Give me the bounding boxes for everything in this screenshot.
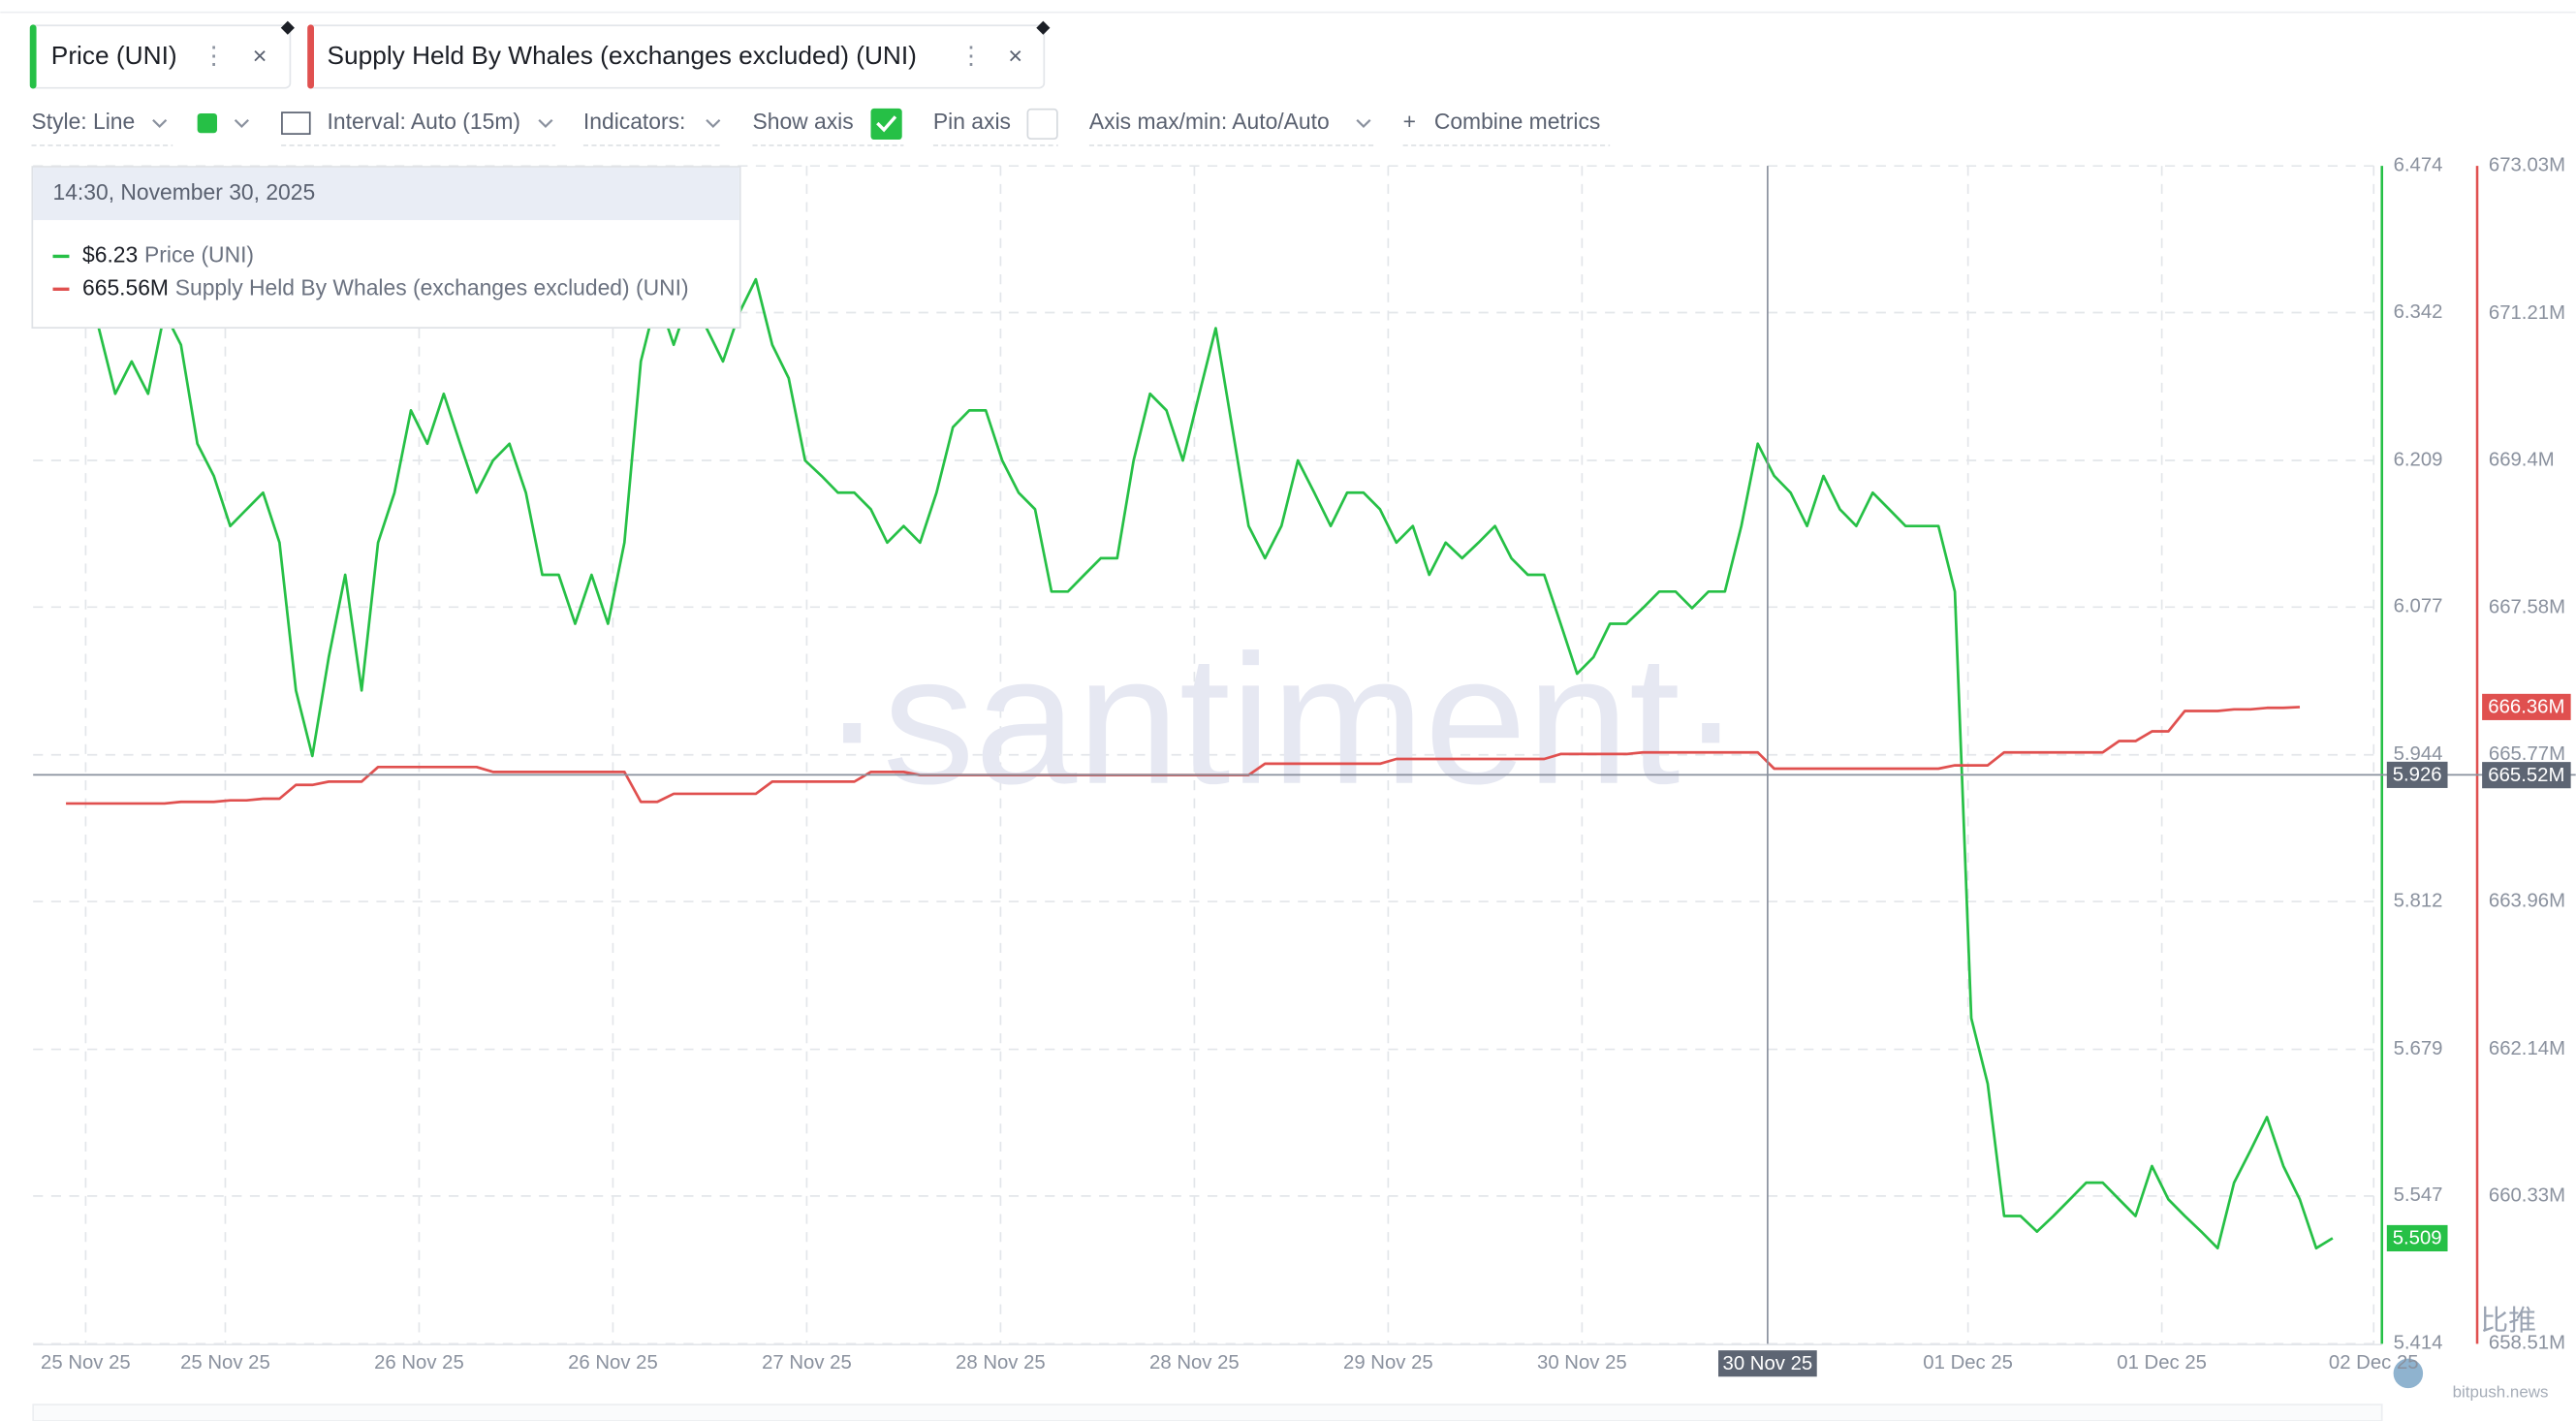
indicators-select[interactable]: Indicators: — [583, 109, 685, 134]
last-value-label: 5.509 — [2393, 1228, 2442, 1249]
y-tick-label: 5.944 — [2394, 743, 2443, 765]
crosshair-y-badge — [2386, 761, 2448, 788]
toolbar: Style: Line Interval: Auto (15m) Indicat… — [31, 108, 1611, 146]
plus-icon: + — [1403, 109, 1416, 134]
last-value-badge — [2482, 693, 2571, 720]
tab-close[interactable]: × — [1008, 43, 1022, 70]
series-line — [32, 244, 2334, 1250]
crosshair-y-label: 5.926 — [2393, 765, 2442, 786]
source-logo: 比推 — [2480, 1306, 2536, 1337]
crosshair-x-badge — [1718, 1350, 1817, 1377]
x-tick-label: 29 Nov 25 — [1343, 1352, 1433, 1374]
tooltip-row: 665.56M Supply Held By Whales (exchanges … — [82, 274, 689, 300]
tooltip-value: 665.56M — [82, 274, 169, 300]
tooltip-title: 14:30, November 30, 2025 — [53, 179, 316, 205]
interval-icon — [281, 111, 311, 135]
pin-axis-checkbox[interactable] — [1026, 108, 1058, 141]
tab-marker — [307, 24, 314, 89]
y2-tick-label: 667.58M — [2489, 597, 2565, 618]
y-tick-label: 5.414 — [2394, 1333, 2443, 1354]
x-tick-label: 02 Dec 25 — [2329, 1352, 2419, 1374]
y2-tick-label: 658.51M — [2489, 1333, 2565, 1354]
y-tick-label: 5.679 — [2394, 1038, 2443, 1059]
x-tick-label: 28 Nov 25 — [956, 1352, 1046, 1374]
x-tick-label: 30 Nov 25 — [1537, 1352, 1627, 1374]
x-tick-label: 01 Dec 25 — [2117, 1352, 2207, 1374]
tooltip: 14:30, November 30, 2025 $6.23 Price (UNI)… — [31, 166, 741, 329]
x-tick-label: 26 Nov 25 — [568, 1352, 658, 1374]
tab-label[interactable]: Price (UNI) — [51, 41, 177, 70]
x-tick-label: 01 Dec 25 — [1923, 1352, 2013, 1374]
y2-tick-label: 662.14M — [2489, 1038, 2565, 1059]
combine-metrics[interactable]: Combine metrics — [1434, 109, 1601, 134]
tab-marker — [29, 24, 37, 89]
tab-label[interactable]: Supply Held By Whales (exchanges exclude… — [328, 41, 917, 70]
x-tick-label: 25 Nov 25 — [180, 1352, 270, 1374]
y2-tick-label: 665.77M — [2489, 743, 2565, 765]
tooltip-name: Price (UNI) — [144, 241, 254, 267]
last-value-label: 666.36M — [2488, 697, 2564, 718]
y-tick-label: 6.474 — [2394, 155, 2443, 176]
y2-tick-label: 671.21M — [2489, 302, 2565, 324]
style-select[interactable]: Style: Line — [31, 109, 135, 134]
y-tick-label: 6.077 — [2394, 596, 2443, 617]
show-axis-checkbox[interactable] — [870, 108, 902, 141]
y-tick-label: 6.209 — [2394, 449, 2443, 470]
last-value-badge — [2386, 1224, 2448, 1251]
tooltip-row: $6.23 Price (UNI) — [82, 241, 254, 267]
x-tick-label: 26 Nov 25 — [374, 1352, 464, 1374]
color-swatch[interactable] — [197, 112, 217, 134]
tab-menu[interactable]: ⋮ — [958, 43, 983, 70]
x-tick-label: 25 Nov 25 — [41, 1352, 131, 1374]
crosshair-y2-label: 665.52M — [2488, 765, 2564, 786]
eth-icon: ◆ — [281, 16, 296, 37]
navigator — [32, 1404, 2383, 1421]
pin-axis-label[interactable]: Pin axis — [933, 109, 1011, 134]
crosshair-x-label: 30 Nov 25 — [1723, 1353, 1813, 1374]
tab-menu[interactable]: ⋮ — [202, 43, 226, 70]
source-icon — [2393, 1358, 2424, 1389]
y2-tick-label: 669.4M — [2489, 449, 2555, 470]
source-site: bitpush.news — [2453, 1383, 2549, 1402]
interval-select[interactable]: Interval: Auto (15m) — [328, 109, 520, 134]
y-tick-label: 5.812 — [2394, 890, 2443, 911]
y2-tick-label: 673.03M — [2489, 155, 2565, 176]
tooltip-name: Supply Held By Whales (exchanges exclude… — [175, 274, 689, 300]
y2-tick-label: 663.96M — [2489, 891, 2565, 912]
eth-icon: ◆ — [1036, 16, 1051, 37]
show-axis-label[interactable]: Show axis — [752, 109, 853, 134]
tab-close[interactable]: × — [253, 43, 267, 70]
tooltip-header — [33, 167, 739, 221]
y-tick-label: 6.342 — [2394, 301, 2443, 323]
x-tick-label: 27 Nov 25 — [762, 1352, 852, 1374]
y2-tick-label: 660.33M — [2489, 1184, 2565, 1206]
tooltip-value: $6.23 — [82, 241, 138, 267]
axis-minmax-select[interactable]: Axis max/min: Auto/Auto — [1089, 109, 1330, 134]
y-tick-label: 5.547 — [2394, 1184, 2443, 1206]
watermark: ·santiment· — [822, 617, 1742, 823]
x-tick-label: 28 Nov 25 — [1149, 1352, 1240, 1374]
crosshair-y2-badge — [2482, 762, 2571, 789]
